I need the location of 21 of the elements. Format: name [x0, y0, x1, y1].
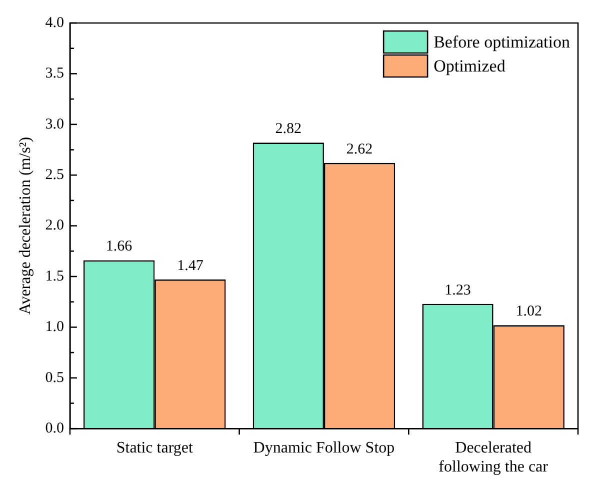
data-label: 1.02: [516, 304, 542, 320]
x-tick-label: Dynamic Follow Stop: [253, 439, 395, 456]
legend-label: Optimized: [434, 56, 506, 76]
y-tick-label: 3.0: [45, 116, 64, 132]
x-tick-label: Decelerated following the car: [438, 439, 549, 476]
y-tick-label: 0.5: [45, 370, 64, 386]
y-tick-label: 2.5: [45, 167, 64, 184]
data-label: 1.47: [177, 258, 204, 274]
data-label: 1.23: [444, 282, 471, 298]
y-tick-label: 1.5: [45, 268, 64, 284]
legend-label: Before optimization: [434, 32, 570, 52]
data-label: 2.82: [275, 121, 302, 138]
x-tick-label: Static target: [116, 439, 194, 456]
y-tick-label: 2.0: [45, 218, 64, 234]
y-axis-title: Average deceleration (m/s²): [16, 136, 34, 315]
data-label: 2.62: [346, 141, 373, 158]
y-tick-label: 3.5: [45, 66, 64, 82]
data-label: 1.66: [106, 238, 133, 255]
y-tick-label: 4.0: [45, 14, 64, 31]
y-tick-label: 0.0: [45, 420, 64, 437]
y-tick-label: 1.0: [45, 319, 64, 336]
